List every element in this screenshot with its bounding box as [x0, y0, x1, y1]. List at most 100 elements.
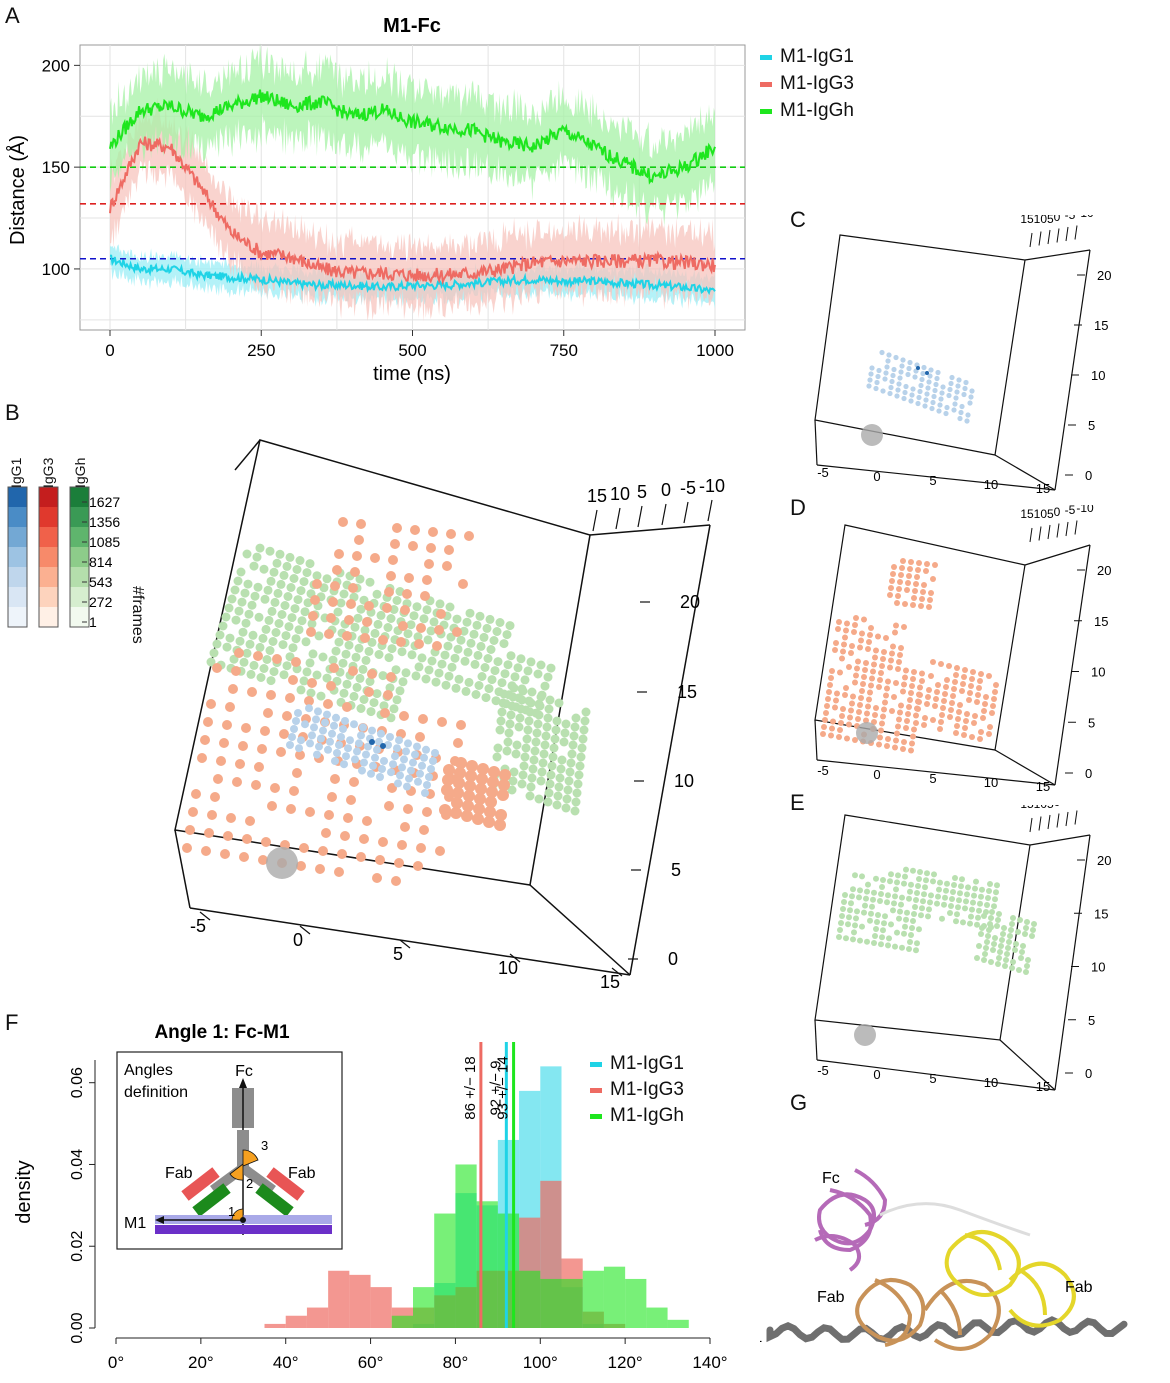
small-axis1-tick	[1038, 816, 1042, 831]
small-axis1-tick	[1038, 526, 1042, 541]
igg3-point	[416, 843, 426, 853]
hist-bar-M1-IgGh	[497, 1213, 520, 1328]
iggh-point	[384, 653, 394, 663]
x-tick-label: 60°	[358, 1353, 384, 1372]
igg1-point	[902, 389, 908, 396]
igg3-point	[953, 672, 959, 678]
iggh-point	[272, 558, 282, 568]
igg1-point	[369, 761, 377, 770]
panel-a-series	[109, 89, 716, 296]
igg1-point	[331, 757, 339, 765]
igg3-point	[877, 734, 883, 741]
iggh-point	[979, 886, 985, 893]
b-axis1-label: 10	[610, 484, 630, 504]
iggh-point	[260, 594, 270, 604]
legend-label-igg3: M1-IgG3	[780, 73, 854, 94]
igg3-point	[843, 685, 849, 691]
igg3-point	[829, 725, 835, 732]
igg3-point	[848, 650, 854, 656]
igg3-point	[972, 713, 978, 719]
igg3-point	[951, 686, 957, 692]
igg3-point	[885, 678, 891, 685]
igg1-point	[368, 726, 376, 735]
iggh-point	[923, 877, 929, 884]
igg3-point	[231, 666, 241, 676]
legend-swatch-iggh	[760, 108, 772, 114]
iggh-point	[248, 630, 258, 640]
iggh-point	[571, 713, 581, 723]
iggh-point	[299, 577, 309, 587]
igg3-point	[959, 688, 965, 694]
igg1-point	[876, 367, 882, 374]
igg3-point	[943, 684, 949, 690]
small-axis1-tick	[1056, 523, 1060, 538]
igg3-point	[220, 849, 230, 859]
igg3-point	[892, 629, 898, 636]
igg1-point	[328, 729, 336, 738]
iggh-point	[414, 662, 424, 672]
igg1-point	[956, 377, 962, 383]
igg1-point	[290, 725, 298, 733]
small-axis3-label: 0	[873, 1067, 880, 1082]
iggh-point	[250, 591, 260, 601]
colorbars: 1627 1356 1085 814 543 272 1	[7, 486, 120, 630]
iggh-point	[406, 620, 416, 630]
igg3-point	[855, 658, 861, 665]
iggh-point	[352, 682, 362, 692]
panel-letter-c: C	[790, 207, 806, 232]
igg3-point	[897, 652, 903, 658]
igg3-point	[851, 629, 857, 635]
iggh-point	[241, 618, 251, 628]
colorbar-cell	[39, 487, 58, 507]
igg3-point	[441, 784, 453, 796]
iggh-point	[882, 913, 888, 920]
small-axis2-label: 15	[1094, 318, 1108, 333]
igg3-point	[986, 731, 992, 737]
iggh-point	[491, 696, 501, 706]
iggh-point	[868, 910, 874, 917]
igg3-point	[485, 796, 497, 808]
iggh-point	[879, 934, 885, 941]
colorbar-cell	[39, 527, 58, 547]
igg3-point	[222, 720, 232, 730]
panel-a-legend-iggh: M1-IgGh	[760, 100, 854, 122]
iggh-point	[528, 764, 538, 774]
igg1-point	[923, 397, 929, 403]
iggh-point	[470, 659, 480, 669]
igg3-point	[948, 707, 954, 713]
x-tick-label: 20°	[188, 1353, 214, 1372]
iggh-point	[560, 728, 570, 738]
iggh-point	[893, 886, 899, 893]
igg3-point	[902, 601, 908, 607]
panel-b-origin-marker	[266, 847, 298, 879]
iggh-point	[209, 648, 219, 658]
iggh-point	[497, 678, 507, 688]
iggh-point	[516, 704, 526, 714]
b-axis3-tick	[509, 953, 521, 963]
iggh-point	[994, 882, 1000, 889]
small-axis1-label: -10	[1076, 505, 1094, 515]
iggh-point	[441, 680, 451, 690]
igg1-point	[420, 753, 428, 762]
igg3-point	[378, 837, 388, 847]
igg3-point	[962, 725, 968, 731]
igg3-point	[342, 702, 352, 712]
igg3-point	[228, 684, 238, 694]
iggh-point	[295, 556, 305, 565]
iggh-point	[237, 597, 247, 607]
igg3-point	[356, 519, 366, 529]
iggh-point	[464, 677, 474, 687]
iggh-point	[498, 698, 508, 708]
angles-definition-inset: Angles definition Fc 1 2 3 Fab Fab M1	[116, 1051, 343, 1250]
igg3-point	[866, 639, 872, 645]
iggh-point	[339, 688, 349, 698]
iggh-point	[554, 698, 564, 708]
iggh-point	[252, 552, 262, 562]
igg1-point	[398, 763, 406, 772]
small-axis1-label: 0	[1054, 505, 1061, 519]
igg3-point	[882, 699, 888, 706]
small-axis1-tick	[1065, 811, 1069, 827]
igg1-point	[332, 713, 340, 722]
igg3-point	[875, 633, 881, 640]
panel-d-origin-marker	[856, 722, 878, 744]
